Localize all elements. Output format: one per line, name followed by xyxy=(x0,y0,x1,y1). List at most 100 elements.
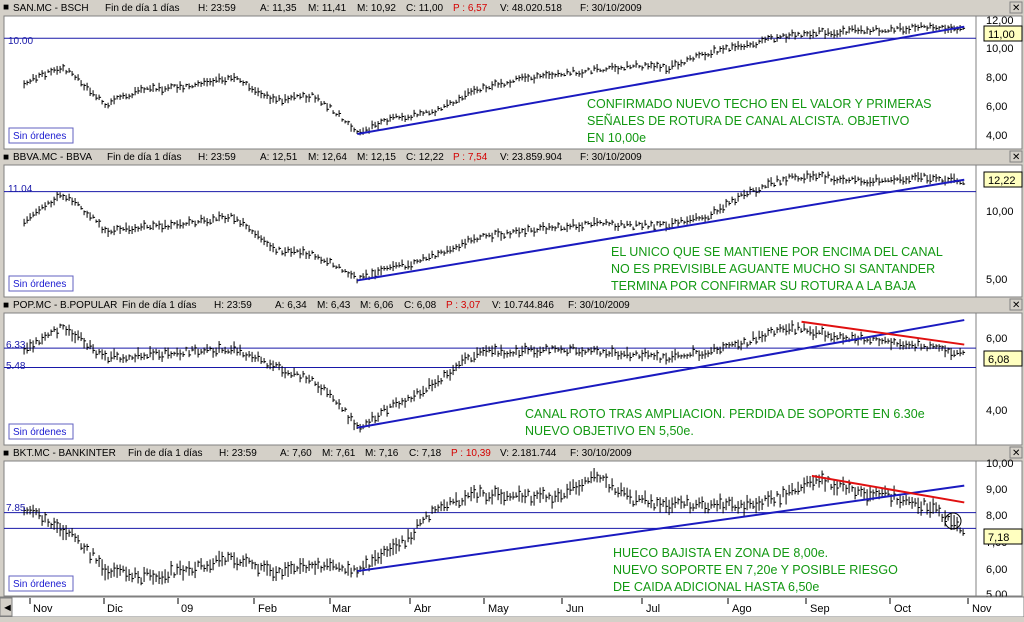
orders-button[interactable] xyxy=(8,127,74,144)
annotation: CONFIRMADO NUEVO TECHO EN EL VALOR Y PRI… xyxy=(587,97,932,145)
orders-button[interactable] xyxy=(8,575,74,592)
panel-close-button[interactable] xyxy=(1009,298,1023,311)
header-percent: P : 6,57 xyxy=(453,3,488,14)
y-tick-label: 6,00 xyxy=(986,101,1007,113)
trend-line xyxy=(357,484,965,573)
header-period: Fin de día 1 días xyxy=(128,448,203,459)
y-tick-label: 10,00 xyxy=(986,43,1014,55)
orders-label[interactable]: Sin órdenes xyxy=(13,579,66,590)
panel-close-button[interactable] xyxy=(1009,150,1023,163)
orders-label[interactable]: Sin órdenes xyxy=(13,279,66,290)
panel-pop: ■ POP.MC - B.POPULAR Fin de día 1 días H… xyxy=(0,298,1024,446)
header-period: Fin de día 1 días xyxy=(105,3,180,14)
y-axis-ticks: 10,00 5,00 xyxy=(986,206,1014,286)
annotation-line: NO ES PREVISIBLE AGUANTE MUCHO SI SANTAN… xyxy=(611,262,935,276)
panel-bkt: ■ BKT.MC - BANKINTER Fin de día 1 días H… xyxy=(0,446,1024,601)
left-arrow-icon[interactable]: ◄ xyxy=(2,602,13,614)
y-tick-label: 12,00 xyxy=(986,15,1014,27)
panel-close-button[interactable] xyxy=(1009,1,1023,14)
header-symbol: BBVA.MC - BBVA xyxy=(13,152,92,163)
header-low: M: 12,15 xyxy=(357,152,396,163)
close-icon[interactable]: ✕ xyxy=(1012,300,1020,311)
x-tick-label: Sep xyxy=(810,603,830,615)
header-symbol: POP.MC - B.POPULAR xyxy=(13,300,117,311)
header-date: F: 30/10/2009 xyxy=(568,300,630,311)
annotation: EL UNICO QUE SE MANTIENE POR ENCIMA DEL … xyxy=(611,245,943,293)
resistance-line xyxy=(811,474,965,504)
annotation-line: TERMINA POR CONFIRMAR SU ROTURA A LA BAJ… xyxy=(611,279,917,293)
x-tick-label: Dic xyxy=(107,603,123,615)
header-time: H: 23:59 xyxy=(214,300,252,311)
y-tick-label: 5,00 xyxy=(986,274,1007,286)
panel-close-button[interactable] xyxy=(1009,446,1023,459)
header-symbol: BKT.MC - BANKINTER xyxy=(13,448,116,459)
trend-line xyxy=(357,178,965,282)
x-tick-label: Feb xyxy=(258,603,277,615)
annotation-line: SEÑALES DE ROTURA DE CANAL ALCISTA. OBJE… xyxy=(587,114,910,128)
y-tick-label: 6,00 xyxy=(986,333,1007,345)
header-low: M: 7,16 xyxy=(365,448,399,459)
header-volume: V: 23.859.904 xyxy=(500,152,562,163)
last-price-value: 6,08 xyxy=(988,354,1009,366)
annotation-line: CONFIRMADO NUEVO TECHO EN EL VALOR Y PRI… xyxy=(587,97,932,111)
header-close: C: 11,00 xyxy=(406,3,443,14)
orders-label[interactable]: Sin órdenes xyxy=(13,427,66,438)
x-axis-strip[interactable] xyxy=(0,596,1024,618)
annotation-line: EL UNICO QUE SE MANTIENE POR ENCIMA DEL … xyxy=(611,245,943,259)
y-tick-label: 10,00 xyxy=(986,206,1014,218)
header-period: Fin de día 1 días xyxy=(122,300,197,311)
annotation-line: NUEVO OBJETIVO EN 5,50e. xyxy=(525,424,694,438)
annotation-line: CANAL ROTO TRAS AMPLIACION. PERDIDA DE S… xyxy=(525,407,925,421)
level-label: 11.04 xyxy=(8,184,33,195)
panel-square: ■ xyxy=(3,2,9,13)
header-open: A: 12,51 xyxy=(260,152,298,163)
y-tick-label: 8,00 xyxy=(986,72,1007,84)
last-price-value: 7,18 xyxy=(988,532,1009,544)
x-axis-labels: Nov Dic 09 Feb Mar Abr May Jun Jul Ago S… xyxy=(33,603,992,615)
header-open: A: 7,60 xyxy=(280,448,312,459)
last-price-badge xyxy=(983,528,1023,545)
y-axis[interactable] xyxy=(975,312,1023,446)
last-price-badge xyxy=(983,171,1023,188)
x-tick-label: May xyxy=(488,603,509,615)
header-high: M: 6,43 xyxy=(317,300,351,311)
price-bars xyxy=(4,468,976,586)
header-high: M: 7,61 xyxy=(322,448,356,459)
scroll-left-button[interactable] xyxy=(0,597,13,617)
header-period: Fin de día 1 días xyxy=(107,152,182,163)
orders-label[interactable]: Sin órdenes xyxy=(13,131,66,142)
header-time: H: 23:59 xyxy=(198,152,236,163)
header-close: C: 12,22 xyxy=(406,152,444,163)
y-axis-ticks: 12,00 10,00 8,00 6,00 4,00 xyxy=(986,15,1014,142)
y-tick-label: 4,00 xyxy=(986,405,1007,417)
price-bars xyxy=(4,319,976,433)
plot-area[interactable] xyxy=(3,164,977,298)
close-icon[interactable]: ✕ xyxy=(1012,448,1020,459)
plot-area[interactable] xyxy=(3,15,977,150)
header-low: M: 6,06 xyxy=(360,300,394,311)
header-date: F: 30/10/2009 xyxy=(580,3,642,14)
x-axis-ticks xyxy=(29,598,969,604)
trend-line xyxy=(357,25,965,136)
x-tick-label: Jul xyxy=(646,603,660,615)
level-label: 6.33 xyxy=(6,340,26,351)
gap-highlight-circle xyxy=(944,512,962,530)
header-percent: P : 3,07 xyxy=(446,300,481,311)
annotation-line: HUECO BAJISTA EN ZONA DE 8,00e. xyxy=(613,546,828,560)
y-tick-label: 4,00 xyxy=(986,130,1007,142)
header-open: A: 11,35 xyxy=(260,3,297,14)
plot-area[interactable] xyxy=(3,312,977,446)
orders-button[interactable] xyxy=(8,275,74,292)
header-date: F: 30/10/2009 xyxy=(570,448,632,459)
panel-san: ■ SAN.MC - BSCH Fin de día 1 días H: 23:… xyxy=(0,0,1024,150)
y-tick-label: 9,00 xyxy=(986,484,1007,496)
orders-button[interactable] xyxy=(8,423,74,440)
x-axis: ◄ Nov Dic 09 Feb Mar Abr May Jun Jul Ago… xyxy=(0,596,1024,618)
close-icon[interactable]: ✕ xyxy=(1012,3,1020,14)
last-price-badge xyxy=(983,350,1023,367)
close-icon[interactable]: ✕ xyxy=(1012,152,1020,163)
header-symbol: SAN.MC - BSCH xyxy=(13,3,89,14)
last-price-badge xyxy=(983,25,1023,42)
x-tick-label: Ago xyxy=(732,603,752,615)
